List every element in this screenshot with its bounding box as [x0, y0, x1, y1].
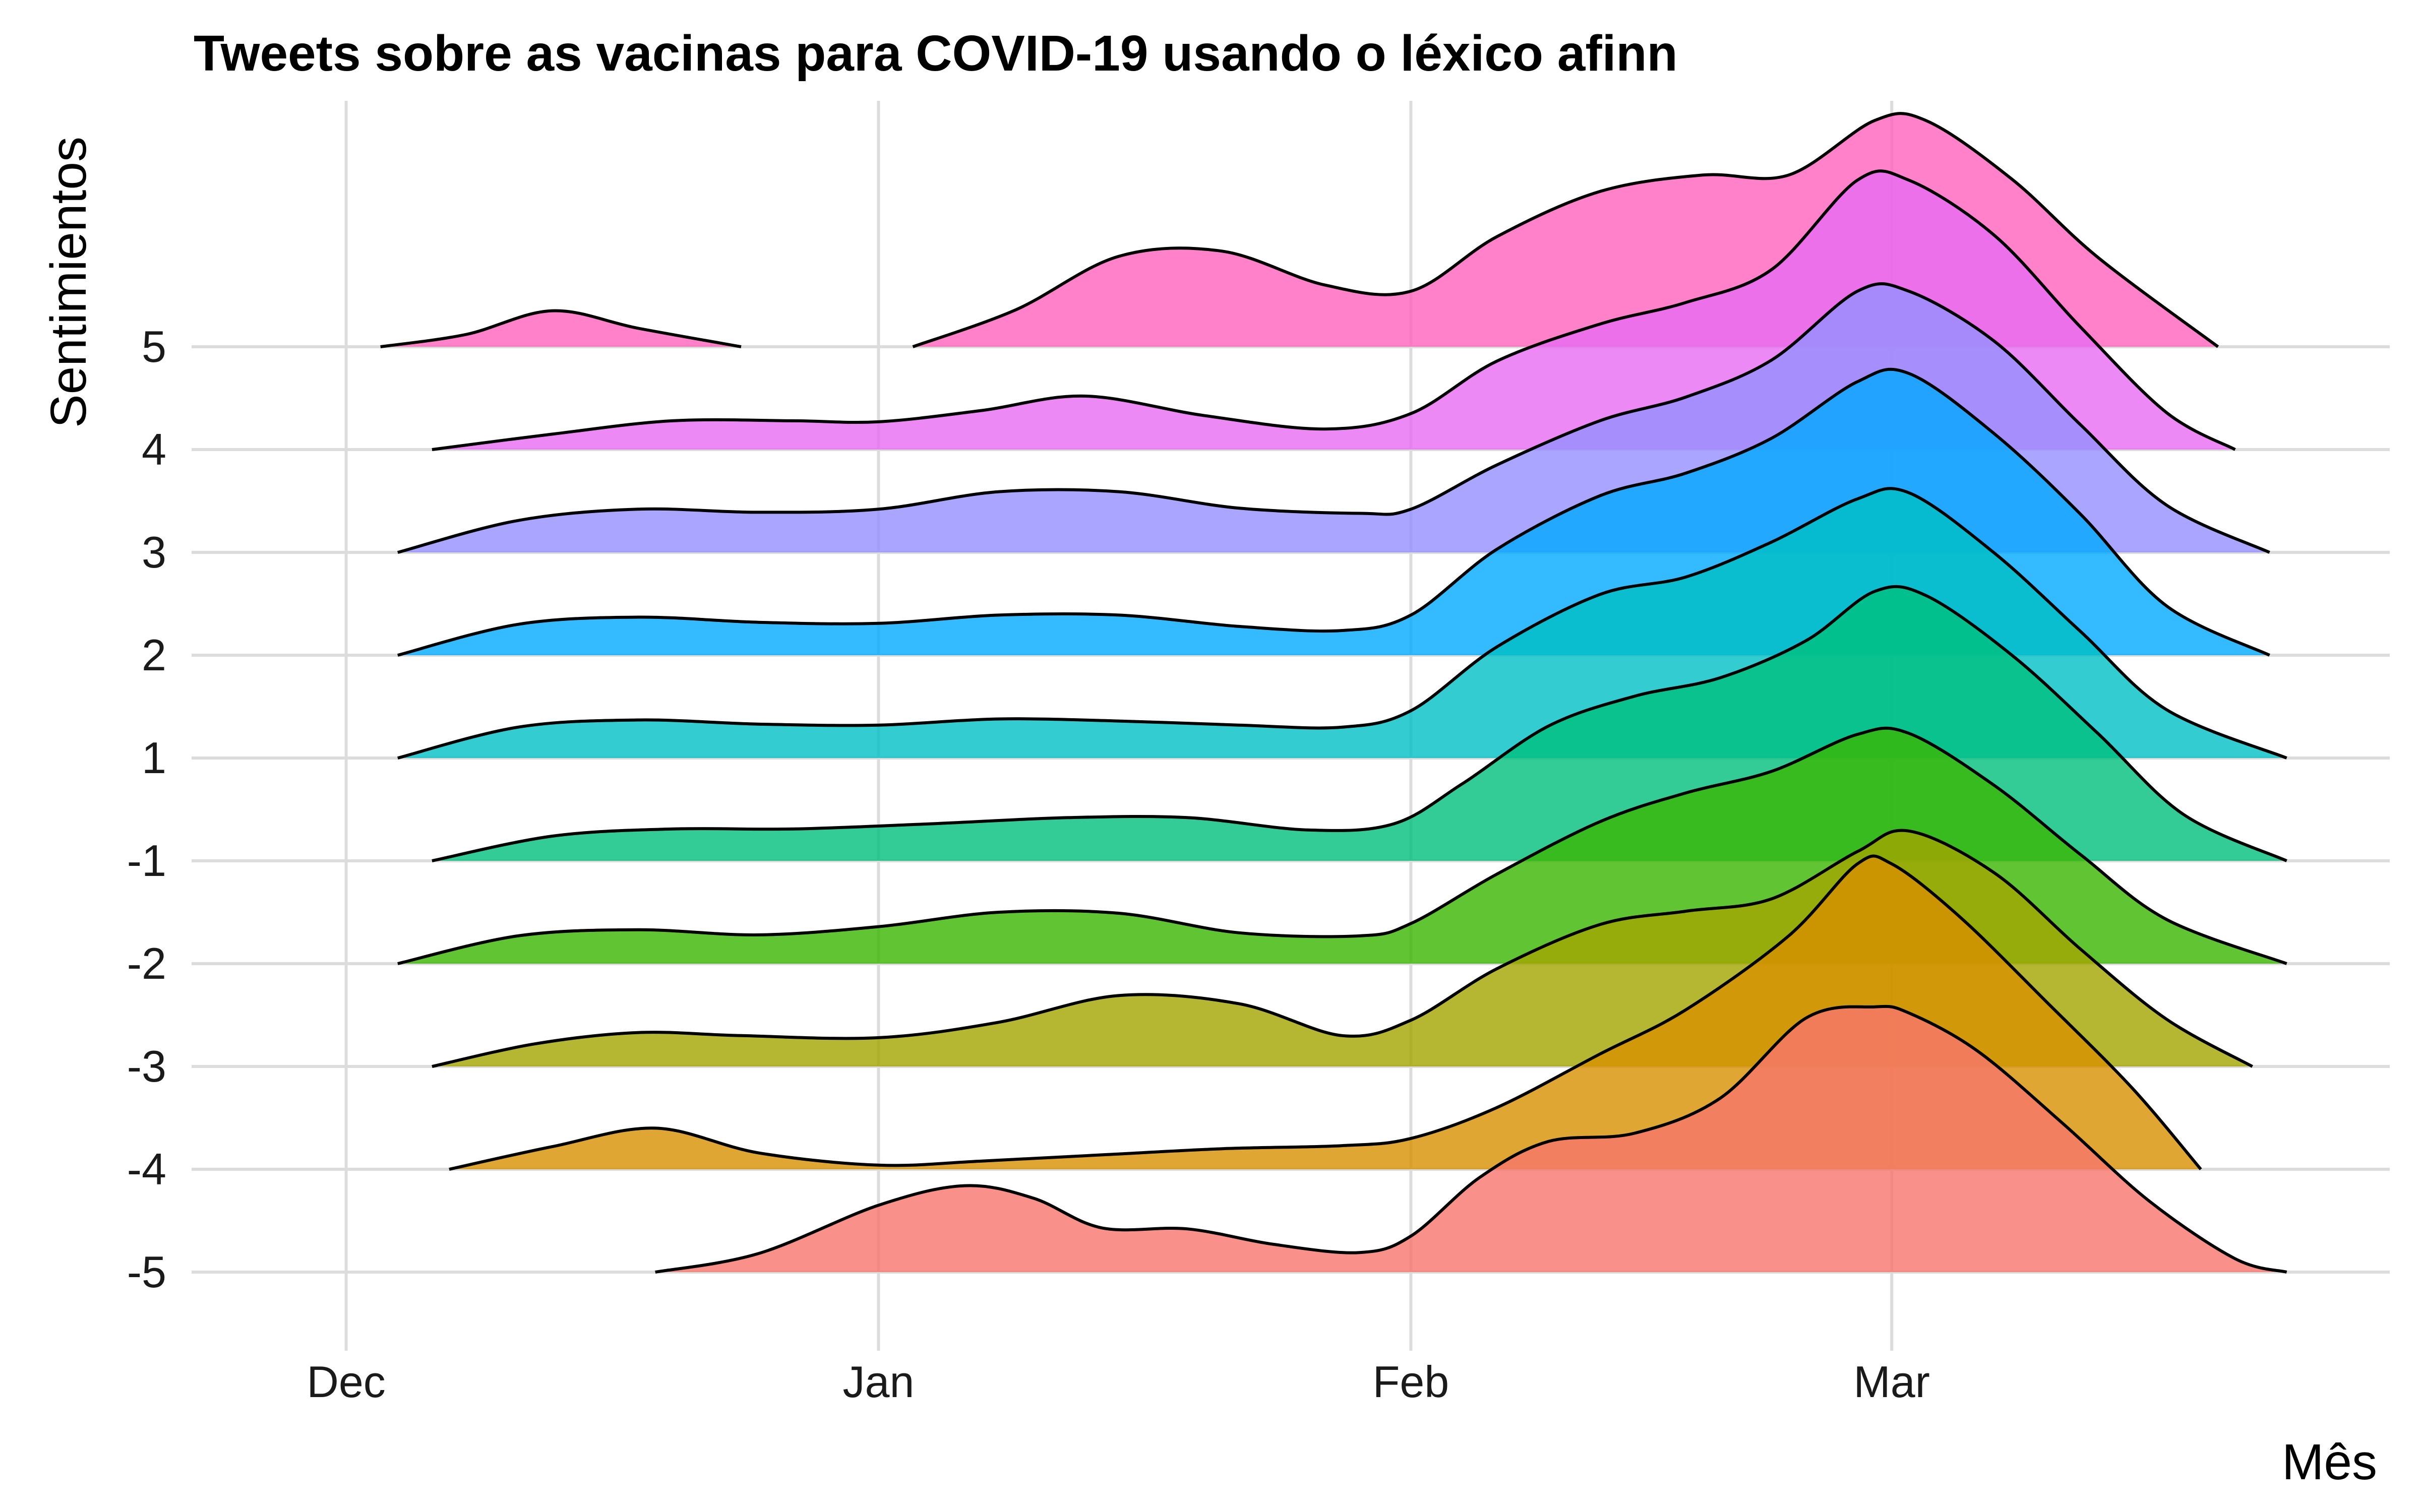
ridge-line-4 [432, 169, 2236, 451]
ridge-line--2 [397, 726, 2287, 965]
ridge-area--5 [655, 1006, 2287, 1272]
y-tick-labels: -5 -4 -3 -2 -1 1 2 3 4 5 [127, 322, 166, 1297]
ridge-line-5 [380, 309, 742, 348]
ridge-line--5 [655, 1004, 2287, 1274]
x-axis-title: Mês [2282, 1434, 2377, 1490]
y-tick-label: 1 [142, 733, 166, 783]
x-tick-labels: Dec Jan Feb Mar [307, 1357, 1930, 1407]
y-tick-label: -1 [127, 836, 166, 886]
ridge-area-5 [380, 310, 741, 347]
y-tick-label: -3 [127, 1041, 166, 1091]
y-tick-label: 2 [142, 630, 166, 680]
ridge-line-3 [397, 282, 2270, 554]
y-tick-label: -2 [127, 938, 166, 988]
y-tick-label: -4 [127, 1144, 166, 1194]
ridges [380, 112, 2287, 1274]
x-tick-dec: Dec [307, 1357, 386, 1407]
y-tick-label: -5 [127, 1247, 166, 1297]
ridge-line-2 [397, 367, 2270, 657]
y-tick-label: 4 [142, 424, 166, 474]
ridge--5 [655, 1004, 2287, 1274]
y-tick-label: 3 [142, 527, 166, 577]
chart-title: Tweets sobre as vacinas para COVID-19 us… [194, 25, 1678, 82]
ridge-line--3 [432, 829, 2253, 1068]
ridge-line--4 [449, 854, 2202, 1171]
y-tick-label: 5 [142, 322, 166, 371]
ridge-line-1 [397, 487, 2287, 760]
x-tick-mar: Mar [1853, 1357, 1930, 1407]
x-tick-jan: Jan [843, 1357, 915, 1407]
x-tick-feb: Feb [1373, 1357, 1449, 1407]
ridge-line--1 [432, 585, 2287, 862]
ridge-line-5 [912, 112, 2219, 348]
y-axis-title: Sentimientos [40, 137, 97, 428]
